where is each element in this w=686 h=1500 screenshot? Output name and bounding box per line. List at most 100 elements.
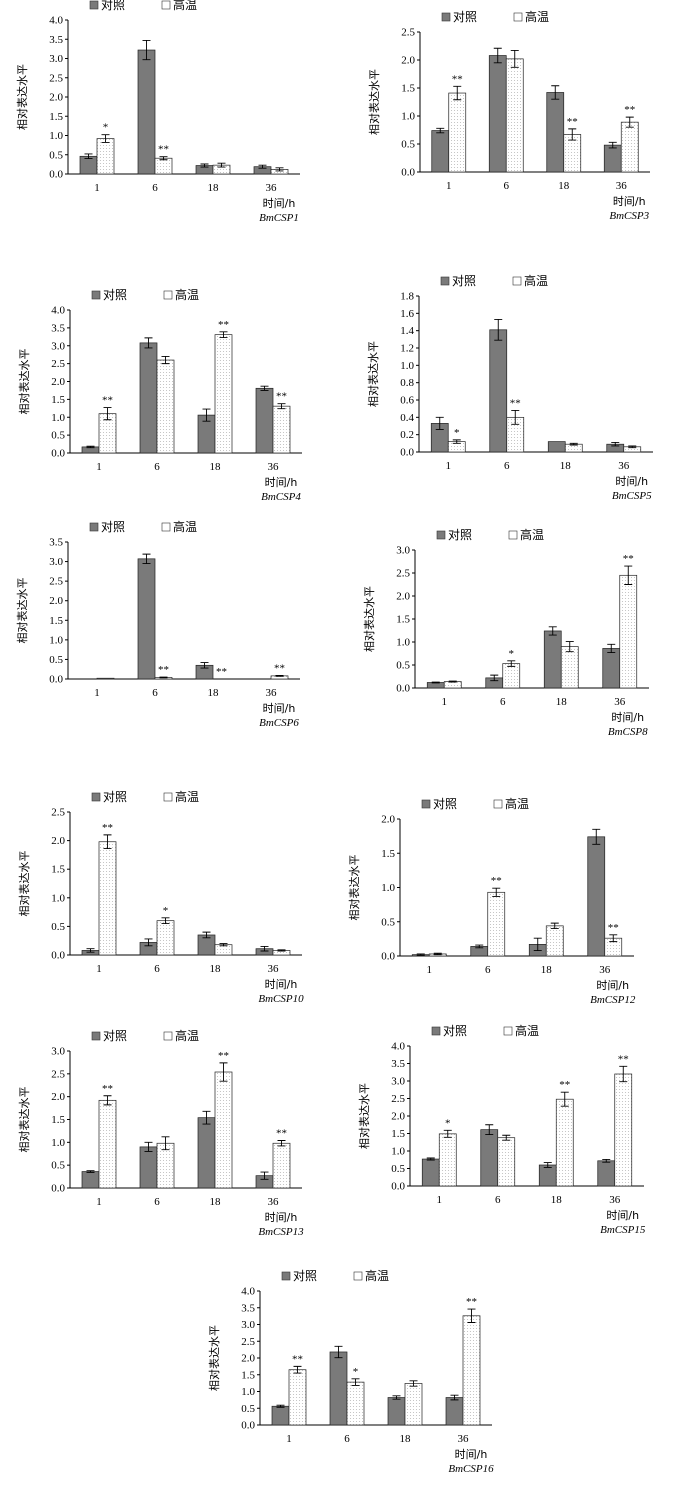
legend-swatch-heat [163, 792, 173, 802]
error-bar [485, 1124, 494, 1135]
legend-swatch-heat [513, 12, 523, 22]
error-bar [159, 156, 168, 161]
y-tick-label: 3.5 [51, 322, 65, 334]
error-bar [416, 953, 425, 956]
bar-control [137, 49, 156, 175]
x-tick-label: 18 [558, 180, 570, 192]
x-tick-label: 18 [560, 460, 572, 472]
legend-swatch-control [281, 1271, 291, 1281]
y-tick-label: 0.5 [51, 1160, 65, 1172]
gene-name-label: BmCSP6 [259, 717, 299, 729]
error-bar [628, 445, 637, 449]
y-tick-label: 1.0 [401, 111, 415, 123]
x-tick-label: 1 [96, 963, 102, 975]
x-tick-label: 1 [446, 180, 452, 192]
y-tick-label: 1.8 [400, 291, 414, 303]
error-bar [550, 922, 559, 930]
error-bar [392, 1395, 401, 1400]
significance-label: ** [608, 922, 619, 934]
bar-chart-bmcsp8: 0.0 0.5 1.0 1.5 2.0 2.5 3.0 相对表达水平 对照 高温 1 * 6 18 ** 36… [362, 527, 649, 738]
x-tick-label: 36 [609, 1194, 621, 1206]
y-tick-label: 2.0 [49, 595, 63, 607]
significance-label: * [445, 1117, 451, 1129]
significance-label: ** [491, 875, 502, 887]
x-tick-label: 6 [495, 1194, 501, 1206]
legend-label-control: 对照 [443, 1024, 467, 1038]
y-tick-label: 3.5 [391, 1058, 405, 1070]
significance-label: ** [276, 391, 287, 403]
y-tick-label: 1.5 [396, 614, 410, 626]
significance-label: ** [216, 666, 227, 678]
legend-label-control: 对照 [433, 797, 457, 811]
significance-label: ** [218, 1050, 229, 1062]
x-tick-label: 36 [268, 963, 280, 975]
y-tick-label: 1.4 [400, 325, 414, 337]
bar-heat [497, 1137, 516, 1187]
error-bar [409, 1380, 418, 1387]
y-tick-label: 1.5 [49, 615, 63, 627]
x-axis-title: 时间/h [263, 702, 296, 715]
y-tick-label: 1.0 [49, 130, 63, 142]
y-axis-title: 相对表达水平 [207, 1325, 221, 1391]
y-tick-label: 1.6 [400, 308, 414, 320]
error-bar [103, 407, 112, 421]
bar-chart-bmcsp5: 0.0 0.2 0.4 0.6 0.8 1.0 1.2 1.4 1.6 1.8 相对表达水平 对照 高温… [366, 273, 653, 502]
x-tick-label: 1 [94, 182, 100, 194]
error-bar [609, 934, 618, 943]
error-bar [568, 128, 577, 141]
legend-swatch-heat [493, 799, 503, 809]
bar-control [137, 558, 156, 680]
bar-heat [346, 1381, 365, 1426]
x-tick-label: 1 [446, 460, 452, 472]
bar-control [139, 1146, 158, 1189]
gene-name-label: BmCSP16 [448, 1463, 494, 1475]
error-bar [275, 167, 284, 172]
y-tick-label: 1.5 [51, 394, 65, 406]
x-tick-label: 6 [504, 180, 510, 192]
legend-swatch-control [91, 290, 101, 300]
bar-chart-bmcsp16: 0.0 0.5 1.0 1.5 2.0 2.5 3.0 3.5 4.0 相对表达水平 对照 高温 ** 1… [207, 1268, 494, 1475]
error-bar [217, 162, 226, 168]
x-tick-label: 18 [210, 461, 222, 473]
y-tick-label: 4.0 [391, 1041, 405, 1053]
bar-control [546, 92, 565, 173]
significance-label: * [509, 648, 515, 660]
bar-heat [545, 925, 564, 957]
x-tick-label: 18 [208, 182, 220, 194]
y-tick-label: 3.5 [49, 537, 63, 549]
x-tick-label: 1 [286, 1433, 292, 1445]
y-axis-title: 相对表达水平 [366, 341, 380, 407]
x-tick-label: 6 [152, 182, 158, 194]
y-tick-label: 1.0 [396, 637, 410, 649]
legend-label-control: 对照 [453, 10, 477, 24]
x-tick-label: 18 [208, 687, 220, 699]
y-axis-title: 相对表达水平 [17, 349, 31, 415]
legend-swatch-control [91, 792, 101, 802]
error-bar [275, 675, 284, 677]
legend-label-control: 对照 [448, 528, 472, 542]
x-tick-label: 36 [614, 696, 626, 708]
error-bar [448, 680, 457, 683]
y-tick-label: 3.0 [396, 545, 410, 557]
significance-label: ** [158, 144, 169, 156]
significance-label: ** [102, 1083, 113, 1095]
x-tick-label: 18 [400, 1433, 412, 1445]
legend-label-control: 对照 [101, 520, 125, 534]
error-bar [625, 116, 634, 128]
error-bar [84, 153, 93, 160]
bar-heat [272, 1142, 291, 1189]
error-bar [533, 937, 542, 951]
bar-heat [156, 920, 175, 956]
x-tick-label: 18 [551, 1194, 563, 1206]
bar-control [603, 144, 622, 173]
bar-chart-bmcsp10: 0.0 0.5 1.0 1.5 2.0 2.5 相对表达水平 对照 高温 ** 1 * 6 18 36 时间/… [17, 789, 304, 1005]
bar-control [538, 1164, 557, 1187]
error-bar [159, 676, 168, 679]
error-bar [144, 938, 153, 947]
y-tick-label: 0.5 [241, 1403, 255, 1415]
error-bar [276, 1404, 285, 1408]
x-tick-label: 36 [268, 1196, 280, 1208]
error-bar [260, 945, 269, 952]
legend-label-heat: 高温 [365, 1268, 389, 1283]
gene-name-label: BmCSP12 [590, 994, 636, 1006]
